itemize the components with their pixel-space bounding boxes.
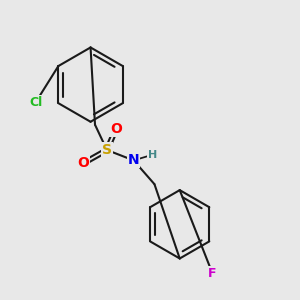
Text: N: N [128, 153, 140, 167]
Text: O: O [110, 122, 122, 136]
Text: O: O [77, 156, 89, 170]
Text: H: H [148, 150, 157, 160]
Text: F: F [208, 267, 217, 280]
Text: Cl: Cl [29, 96, 42, 109]
Text: S: S [102, 143, 112, 157]
